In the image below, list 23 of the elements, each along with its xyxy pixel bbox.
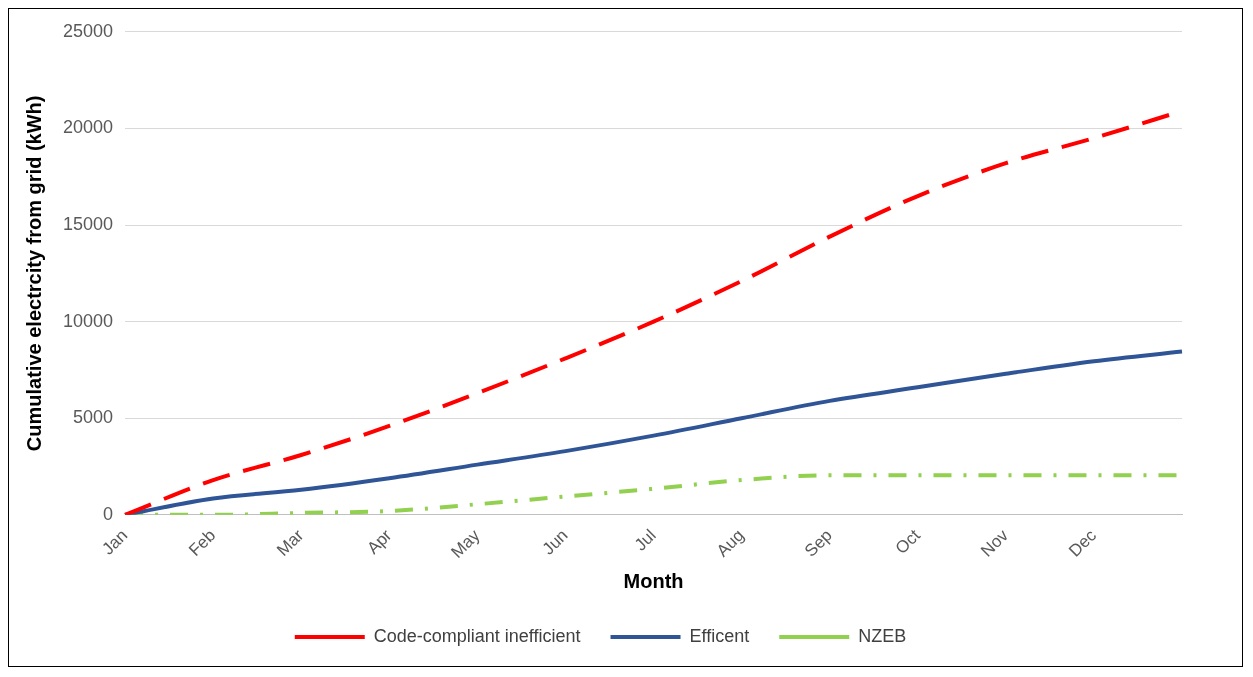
x-tick-label: Feb: [185, 525, 220, 560]
legend-label: Efficent: [689, 625, 750, 646]
y-tick-label: 5000: [73, 407, 114, 428]
x-tick-label: Aug: [712, 525, 748, 561]
y-tick-label: 15000: [62, 214, 114, 234]
x-tick-label: Jul: [630, 525, 660, 555]
x-axis-title: Month: [623, 569, 684, 592]
x-tick-label: Apr: [363, 525, 396, 558]
y-tick-label: 0: [103, 503, 114, 524]
x-tick-label: May: [447, 525, 484, 562]
y-tick-label: 20000: [62, 117, 114, 138]
y-tick-label: 25000: [62, 20, 114, 41]
legend-label: NZEB: [858, 625, 907, 646]
y-tick-label: 10000: [62, 310, 114, 331]
x-tick-label: Nov: [977, 525, 1013, 561]
x-tick-label: Jan: [98, 525, 132, 559]
x-tick-label: Mar: [273, 525, 308, 560]
x-tick-label: Oct: [891, 525, 925, 558]
x-tick-label: Sep: [801, 525, 836, 561]
legend-label: Code-compliant inefficient: [373, 625, 581, 646]
y-axis-title: Cumulative electrcity from grid (kWh): [22, 95, 45, 452]
x-tick-label: Dec: [1065, 525, 1101, 561]
x-tick-label: Jun: [538, 525, 572, 559]
